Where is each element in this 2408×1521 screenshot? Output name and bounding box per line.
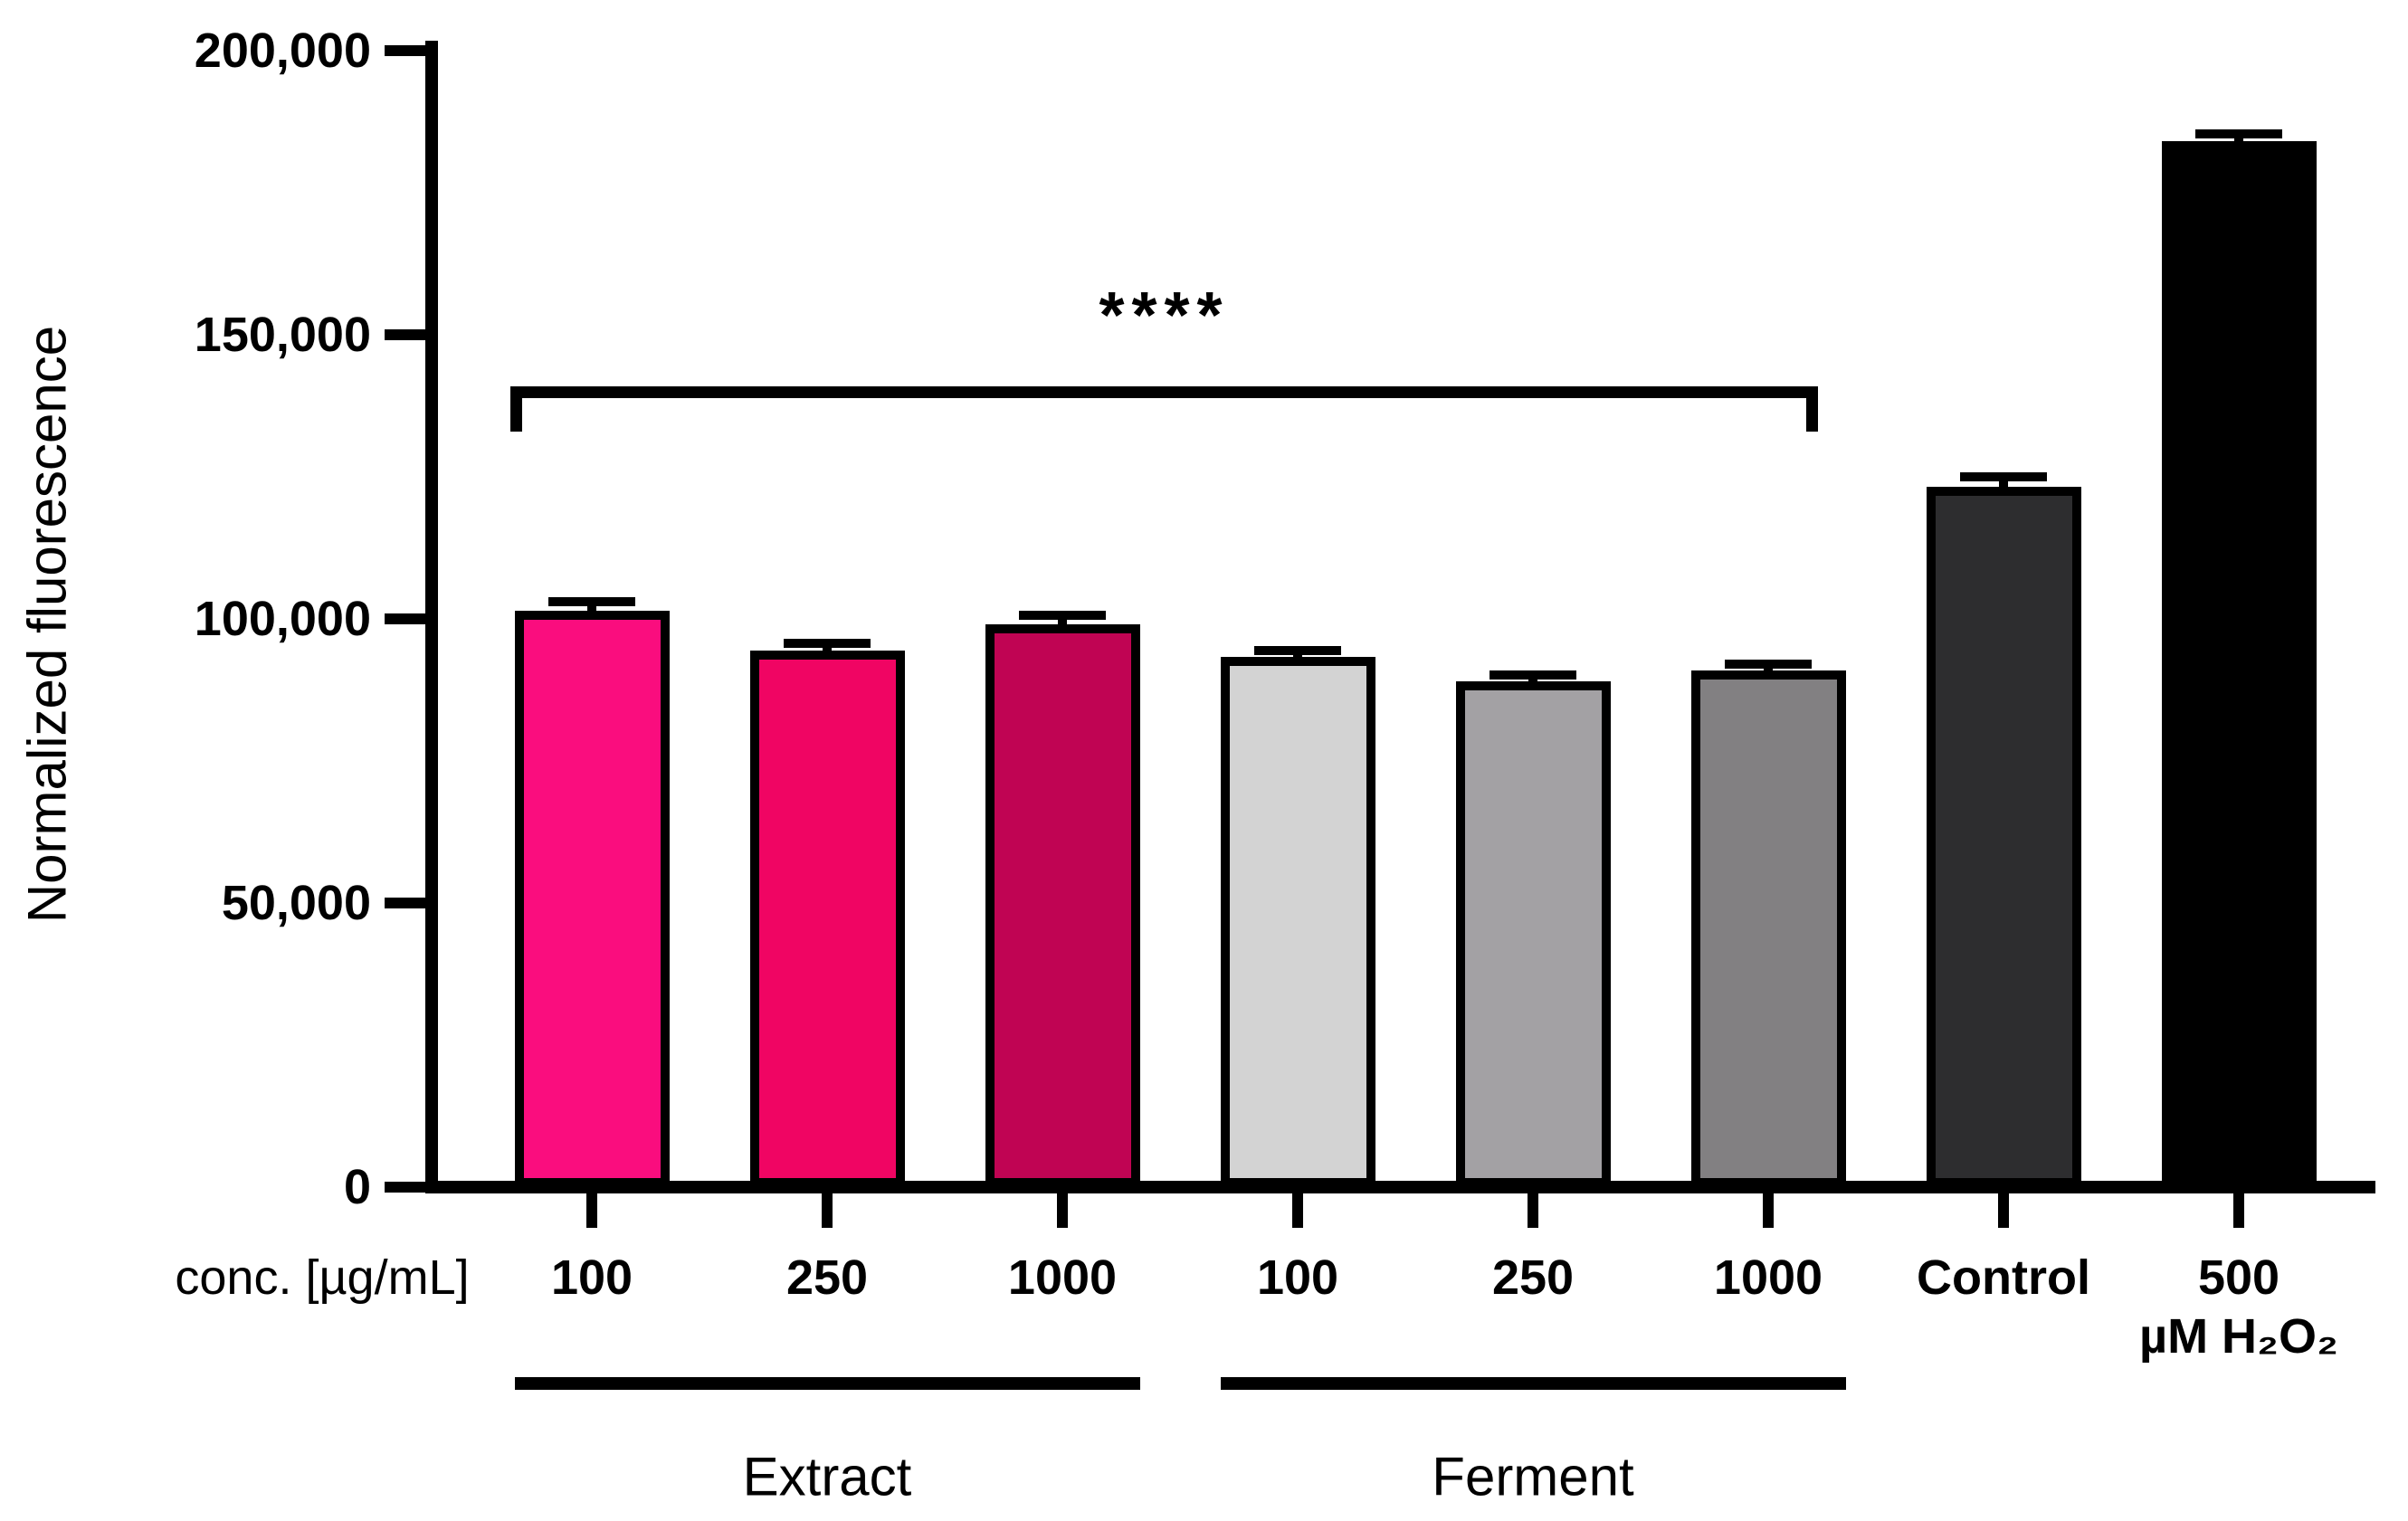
error-bar-cap <box>2195 128 2282 138</box>
bar <box>1690 670 1846 1187</box>
error-bar-stem <box>2234 138 2243 142</box>
category-label: 100 <box>1256 1250 1339 1305</box>
error-bar-stem <box>1999 481 2008 487</box>
y-axis-tick <box>385 329 425 340</box>
category-label: 100 <box>550 1250 633 1305</box>
error-bar-stem <box>1528 680 1537 682</box>
x-axis-line <box>425 1181 2375 1193</box>
error-bar-cap <box>1254 646 1341 656</box>
x-axis-tick <box>1292 1193 1303 1228</box>
group-underline <box>1220 1377 1846 1390</box>
category-label: 1000 <box>1007 1250 1118 1305</box>
error-bar-cap <box>1725 659 1812 669</box>
group-label: Extract <box>742 1446 912 1507</box>
x-axis-tick <box>1057 1193 1068 1228</box>
significance-bracket-leg-right <box>1806 386 1818 432</box>
y-axis-tick <box>385 45 425 56</box>
bar <box>1220 657 1375 1187</box>
category-label: Control <box>1917 1250 2090 1305</box>
x-axis-tick <box>1763 1193 1774 1228</box>
error-bar-cap <box>1490 670 1576 680</box>
x-axis-tick <box>1528 1193 1538 1228</box>
category-label: 250 <box>1491 1250 1575 1305</box>
bar <box>514 610 670 1187</box>
error-bar-cap <box>1019 610 1106 620</box>
group-underline <box>514 1377 1140 1390</box>
x-axis-unit-label: conc. [µg/mL] <box>175 1250 470 1305</box>
y-tick-label: 150,000 <box>194 308 371 362</box>
error-bar-stem <box>1293 655 1302 658</box>
significance-bracket-leg-left <box>510 386 522 432</box>
bar <box>749 650 905 1187</box>
category-label: 250 <box>785 1250 869 1305</box>
error-bar-cap <box>548 597 635 607</box>
significance-stars: **** <box>1099 280 1230 352</box>
bar <box>1455 681 1611 1187</box>
x-axis-tick <box>2233 1193 2244 1228</box>
x-axis-tick <box>822 1193 833 1228</box>
group-label: Ferment <box>1432 1446 1634 1507</box>
category-label: 1000 <box>1713 1250 1823 1305</box>
significance-bracket-bar <box>510 386 1818 398</box>
error-bar-stem <box>587 606 596 611</box>
y-axis-tick <box>385 898 425 908</box>
bar <box>985 624 1140 1187</box>
error-bar-cap <box>784 638 871 648</box>
y-tick-label: 50,000 <box>221 876 371 930</box>
error-bar-cap <box>1960 472 2047 482</box>
x-axis-tick <box>1998 1193 2009 1228</box>
error-bar-stem <box>823 647 832 651</box>
y-tick-label: 100,000 <box>194 592 371 646</box>
y-axis-tick <box>385 613 425 624</box>
y-axis-tick <box>385 1182 425 1193</box>
error-bar-stem <box>1058 619 1067 625</box>
bar <box>2161 141 2317 1187</box>
category-label-line2: µM H₂O₂ <box>2138 1309 2339 1364</box>
y-axis-spine <box>425 41 438 1193</box>
bar <box>1926 486 2081 1187</box>
category-label: 500 <box>2197 1250 2280 1305</box>
x-axis-tick <box>586 1193 597 1228</box>
y-tick-label: 200,000 <box>194 24 371 78</box>
y-tick-label: 0 <box>343 1160 371 1214</box>
error-bar-stem <box>1764 668 1773 670</box>
